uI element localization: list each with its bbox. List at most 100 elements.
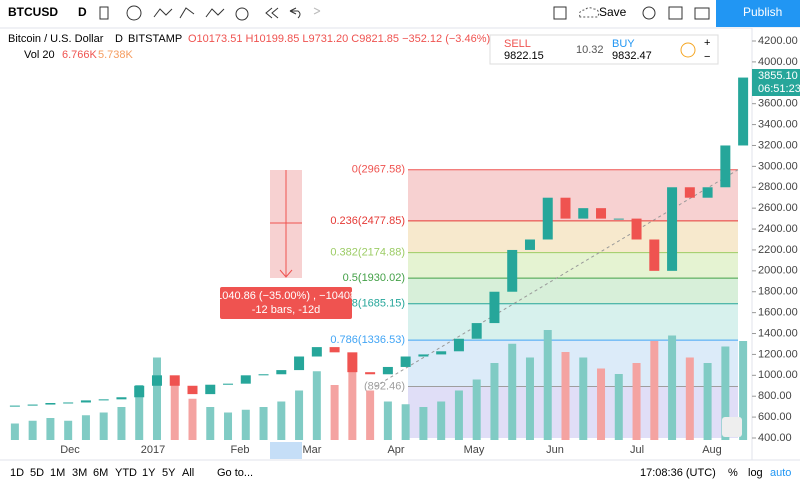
candle <box>205 384 216 395</box>
range-button[interactable]: 1M <box>50 467 65 479</box>
volume-bar <box>632 363 641 440</box>
y-tick-label: 2600.00 <box>758 202 798 214</box>
candle <box>720 145 731 188</box>
publish-label[interactable]: Publish <box>743 5 782 19</box>
candle <box>631 218 642 240</box>
fullscreen-icon[interactable] <box>668 6 683 20</box>
candle <box>365 372 376 375</box>
y-tick-label: 3000.00 <box>758 160 798 172</box>
trade-panel <box>489 34 719 65</box>
candle <box>524 239 535 250</box>
y-tick-label: 400.00 <box>758 432 792 444</box>
volume-bar <box>348 363 357 440</box>
symbol[interactable]: BTCUSD <box>8 5 58 19</box>
alert-icon[interactable] <box>235 7 249 21</box>
buy-price[interactable]: 9832.47 <box>612 50 652 62</box>
undo-icon[interactable] <box>289 7 301 19</box>
volume-bar <box>739 341 748 440</box>
candle <box>311 347 322 357</box>
volume-bar <box>401 404 410 440</box>
fib-zone <box>408 252 738 279</box>
volume-bar <box>312 371 321 440</box>
snapshot-icon[interactable] <box>694 7 710 20</box>
candle <box>560 197 571 219</box>
buy-label[interactable]: BUY <box>612 38 635 50</box>
range-button[interactable]: All <box>182 467 194 479</box>
volume-bar <box>472 379 481 440</box>
clock: 17:08:36 (UTC) <box>640 467 716 479</box>
candle-icon[interactable] <box>99 6 109 20</box>
volume-bar <box>543 330 552 440</box>
volume-bar <box>437 401 446 440</box>
candle <box>507 249 518 292</box>
log-toggle[interactable]: log <box>748 467 763 479</box>
price-tag-price: 3855.10 <box>758 70 798 82</box>
candle <box>613 218 624 220</box>
goto[interactable]: Go to... <box>217 467 253 479</box>
y-tick-label: 1000.00 <box>758 369 798 381</box>
candle <box>702 187 713 198</box>
y-tick-label: 4000.00 <box>758 56 798 68</box>
volume-bar <box>64 420 73 440</box>
toolbar-icons <box>99 5 710 21</box>
layout-icon[interactable] <box>553 6 567 20</box>
range-button[interactable]: 1D <box>10 467 24 479</box>
vol-a: 6.766K <box>62 49 98 61</box>
range-button[interactable]: 3M <box>72 467 87 479</box>
candle <box>134 385 145 398</box>
scroll-button[interactable] <box>722 417 742 437</box>
interval[interactable]: D <box>78 5 87 19</box>
volume-bar <box>170 379 179 440</box>
measure-arrow <box>270 170 302 278</box>
fib-zone <box>408 169 738 221</box>
y-tick-label: 1400.00 <box>758 327 798 339</box>
volume-bar <box>135 385 144 440</box>
volume-bar <box>152 357 161 440</box>
redo-icon[interactable] <box>313 7 321 15</box>
x-tick-label: Dec <box>60 444 80 456</box>
range-button[interactable]: 5D <box>30 467 44 479</box>
legend-ohlc: O10173.51 H10199.85 L9731.20 C9821.85 −3… <box>188 33 490 45</box>
compare-icon[interactable] <box>153 8 173 18</box>
fib-label: 0(2967.58) <box>352 164 405 176</box>
volume-bar <box>28 420 37 440</box>
x-tick-label: Apr <box>387 444 404 456</box>
legend-interval: D <box>115 33 123 45</box>
candle <box>649 239 660 271</box>
info-icon[interactable] <box>680 42 696 58</box>
y-tick-label: 2400.00 <box>758 223 798 235</box>
sell-label[interactable]: SELL <box>504 38 531 50</box>
x-tick-label: May <box>464 444 485 456</box>
replay-icon[interactable] <box>265 7 279 19</box>
sell-price[interactable]: 9822.15 <box>504 50 544 62</box>
publish-button[interactable] <box>716 0 800 27</box>
percent-toggle[interactable]: % <box>728 467 738 479</box>
volume-bar <box>81 415 90 440</box>
volume-bar <box>685 357 694 440</box>
plus-icon[interactable]: + <box>704 37 710 49</box>
candle <box>453 338 464 352</box>
fib-label: 0.236(2477.85) <box>330 215 405 227</box>
x-tick-label: Mar <box>303 444 322 456</box>
save-button[interactable]: Save <box>599 5 627 19</box>
range-button[interactable]: 5Y <box>162 467 176 479</box>
legend-exchange: BITSTAMP <box>128 33 182 45</box>
volume-bar <box>419 407 428 440</box>
volume-bar <box>330 385 339 440</box>
fib-label: (892.46) <box>364 380 405 392</box>
volume-bar <box>241 409 250 440</box>
price-tag <box>752 69 800 96</box>
range-button[interactable]: 1Y <box>142 467 156 479</box>
range-button[interactable]: 6M <box>93 467 108 479</box>
candle <box>542 197 553 240</box>
indicator-icon[interactable] <box>126 5 142 21</box>
auto-toggle[interactable]: auto <box>770 467 791 479</box>
minus-icon[interactable]: − <box>704 51 710 63</box>
volume-bar <box>259 407 268 440</box>
range-button[interactable]: YTD <box>115 467 137 479</box>
template-icon[interactable] <box>205 8 225 18</box>
draw-icon[interactable] <box>179 7 195 19</box>
settings-icon[interactable] <box>642 6 656 20</box>
candle <box>169 375 180 386</box>
